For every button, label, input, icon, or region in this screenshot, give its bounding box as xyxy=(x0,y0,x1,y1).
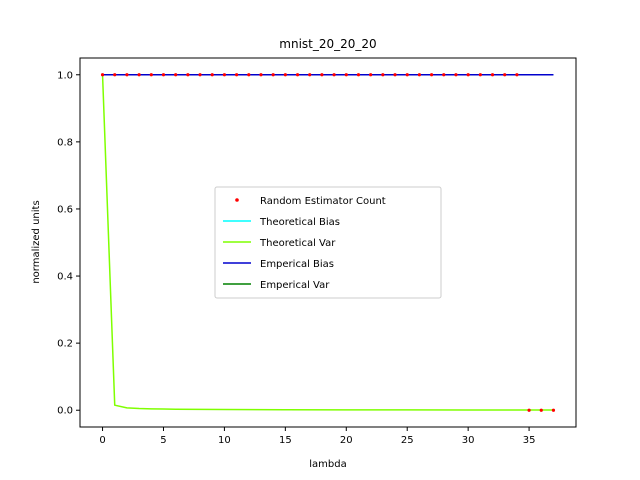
legend-label-2: Theoretical Var xyxy=(259,238,336,249)
x-tick-label-0: 0 xyxy=(99,435,105,446)
series-point-0-35 xyxy=(527,408,531,412)
x-tick-label-1: 5 xyxy=(160,435,166,446)
series-point-0-15 xyxy=(283,73,287,77)
series-point-0-11 xyxy=(234,73,239,77)
series-point-0-6 xyxy=(174,73,178,77)
x-tick-label-4: 20 xyxy=(340,435,353,446)
series-point-0-5 xyxy=(161,73,166,77)
data-layer xyxy=(100,73,556,412)
series-point-0-9 xyxy=(210,73,214,77)
series-point-0-12 xyxy=(247,73,251,77)
series-point-0-32 xyxy=(490,73,495,77)
x-axis-label: lambda xyxy=(309,459,346,470)
y-axis-label: normalized units xyxy=(31,200,42,283)
legend-marker-0 xyxy=(235,198,239,202)
series-line-2 xyxy=(101,74,554,411)
ticks-layer: 0 5 10 15 20 25 30 35 0.0 0.2 0.4 0.6 0.8 1.0 xyxy=(57,70,535,446)
legend-label-4: Emperical Var xyxy=(260,280,330,291)
y-tick-label-1: 0.2 xyxy=(57,339,73,350)
series-point-0-17 xyxy=(308,73,312,77)
legend-label-1: Theoretical Bias xyxy=(259,217,340,228)
series-point-0-28 xyxy=(442,73,446,77)
y-tick-label-0: 0.0 xyxy=(57,406,73,417)
series-point-0-33 xyxy=(503,73,507,77)
series-point-0-23 xyxy=(381,73,385,77)
series-point-0-29 xyxy=(454,73,458,77)
chart-title: mnist_20_20_20 xyxy=(279,37,376,51)
plot-frame xyxy=(79,57,577,428)
series-point-0-10 xyxy=(222,73,227,77)
series-point-0-27 xyxy=(429,73,434,77)
series-point-0-19 xyxy=(332,73,336,77)
series-point-0-34 xyxy=(515,73,519,77)
x-tick-label-2: 10 xyxy=(218,435,231,446)
legend-label-3: Emperical Bias xyxy=(260,259,334,270)
series-point-0-7 xyxy=(186,73,190,77)
series-point-0-25 xyxy=(405,73,409,77)
series-point-0-37 xyxy=(551,408,556,412)
legend-label-0: Random Estimator Count xyxy=(260,196,386,207)
plot-area xyxy=(100,73,556,412)
x-tick-label-7: 35 xyxy=(523,435,536,446)
series-point-0-3 xyxy=(137,73,141,77)
series-point-0-20 xyxy=(344,73,348,77)
x-tick-label-5: 25 xyxy=(401,435,414,446)
series-point-0-21 xyxy=(356,73,361,77)
x-tick-label-3: 15 xyxy=(279,435,292,446)
series-point-0-24 xyxy=(393,73,397,77)
y-tick-label-2: 0.4 xyxy=(57,272,73,283)
series-point-0-0 xyxy=(100,73,105,77)
series-point-0-22 xyxy=(369,73,373,77)
y-tick-label-5: 1.0 xyxy=(57,70,73,81)
series-point-0-31 xyxy=(478,73,482,77)
series-point-0-18 xyxy=(320,73,324,77)
series-point-0-1 xyxy=(113,73,117,77)
series-point-0-2 xyxy=(125,73,129,77)
legend: Random Estimator Count Theoretical Bias Th… xyxy=(214,186,442,299)
series-point-0-16 xyxy=(295,73,300,77)
legend-box xyxy=(214,186,442,299)
y-tick-label-3: 0.6 xyxy=(57,204,73,215)
series-point-0-14 xyxy=(271,73,275,77)
series-point-0-26 xyxy=(417,73,422,77)
series-point-0-13 xyxy=(259,73,263,77)
x-tick-label-6: 30 xyxy=(462,435,475,446)
series-point-0-4 xyxy=(149,73,153,77)
series-point-0-8 xyxy=(198,73,202,77)
series-point-0-30 xyxy=(466,73,470,77)
y-tick-label-4: 0.8 xyxy=(57,137,73,148)
series-point-0-36 xyxy=(539,408,543,412)
